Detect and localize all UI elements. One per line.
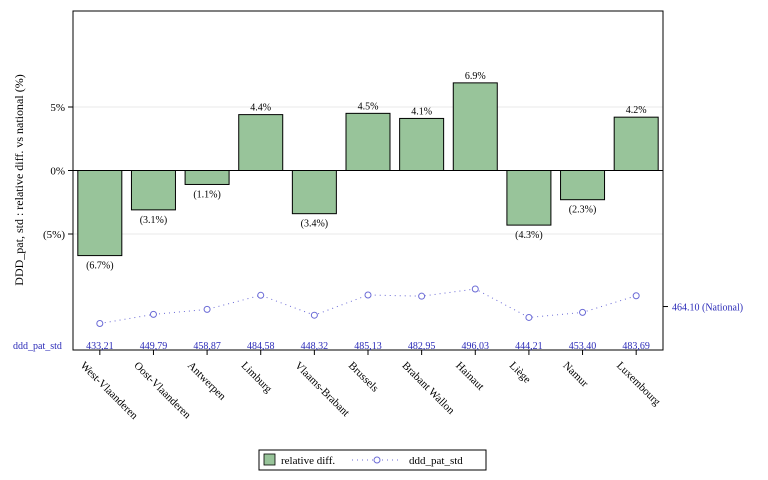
- series-point: [632, 292, 640, 300]
- national-label: 464.10 (National): [672, 303, 743, 314]
- category-label: Hainaut: [453, 360, 486, 393]
- legend-marker: [373, 456, 381, 464]
- y-tick-label: (5%): [43, 229, 65, 241]
- bar: [345, 112, 391, 171]
- bar: [560, 170, 606, 201]
- bar: [506, 170, 552, 226]
- bar-data-label: (2.3%): [569, 205, 597, 216]
- series-point: [310, 311, 318, 319]
- category-label: Vlaams-Brabant: [292, 360, 351, 419]
- category-label: Luxembourg: [614, 360, 663, 409]
- bar-data-label: (3.1%): [140, 215, 168, 226]
- category-label: Limburg: [239, 360, 275, 396]
- bar: [291, 170, 337, 215]
- bar-data-label: (1.1%): [193, 189, 221, 200]
- bars: (6.7%) (3.1%) (1.1%) 4.4% (3.4%) 4.5% 4.1% 6.9%…: [77, 71, 659, 272]
- bar: [399, 117, 445, 171]
- legend-line-label: ddd_pat_std: [409, 455, 463, 467]
- bar-data-label: (3.4%): [301, 219, 329, 230]
- series-point: [364, 291, 372, 299]
- bar: [238, 114, 284, 172]
- category-label: Liège: [507, 360, 533, 386]
- bar-data-label: 4.4%: [250, 103, 271, 114]
- value-label: 483,69: [622, 341, 650, 352]
- bar-data-label: 6.9%: [465, 71, 486, 82]
- series-point: [149, 310, 157, 318]
- series-point: [525, 313, 533, 321]
- series-line: [99, 288, 637, 324]
- grid-lines: [73, 106, 663, 235]
- category-label: West-Vlaanderen: [78, 360, 141, 423]
- category-label: Brabant Wallon: [400, 360, 458, 418]
- value-label: 458,87: [193, 341, 221, 352]
- y-tick-label: 0%: [50, 166, 65, 178]
- bar: [452, 82, 498, 171]
- series-point: [471, 285, 479, 293]
- bar: [613, 116, 659, 172]
- legend-bar-label: relative diff.: [281, 455, 335, 467]
- bar-data-label: 4.5%: [358, 101, 379, 112]
- series-point: [203, 305, 211, 313]
- bar: [184, 170, 230, 185]
- row-label: ddd_pat_std: [13, 341, 62, 352]
- bar-data-label: (4.3%): [515, 230, 543, 241]
- series-point: [257, 291, 265, 299]
- bar: [130, 170, 176, 211]
- value-label: 444,21: [515, 341, 543, 352]
- y-axis-ticks: 5% 0% (5%): [43, 102, 73, 241]
- ddd-line: 433,21 449,79 458,87 484,58 448,32 485,13 482,…: [86, 285, 668, 352]
- category-label: Namur: [560, 360, 590, 390]
- value-label: 453,40: [569, 341, 597, 352]
- value-label: 484,58: [247, 341, 275, 352]
- bar: [77, 170, 123, 257]
- y-axis-label: DDD_pat, std : relative diff. vs nationa…: [12, 74, 26, 285]
- value-label: 448,32: [301, 341, 329, 352]
- category-label: Brussels: [346, 360, 381, 395]
- bar-data-label: 4.1%: [411, 106, 432, 117]
- legend-bar-swatch: [263, 453, 276, 466]
- bar-data-label: 4.2%: [626, 105, 647, 116]
- value-label: 496,03: [462, 341, 490, 352]
- category-label: Antwerpen: [185, 360, 228, 403]
- series-point: [96, 320, 104, 327]
- value-label: 449,79: [140, 341, 168, 352]
- value-label: 433,21: [86, 341, 114, 352]
- legend: relative diff. ddd_pat_std: [258, 449, 487, 471]
- category-label: Oost-Vlaanderen: [131, 360, 193, 422]
- value-label: 485,13: [354, 341, 382, 352]
- value-label: 482,95: [408, 341, 436, 352]
- series-point: [418, 292, 426, 300]
- series-point: [579, 308, 587, 316]
- bar-data-label: (6.7%): [86, 261, 114, 272]
- y-tick-label: 5%: [50, 102, 65, 114]
